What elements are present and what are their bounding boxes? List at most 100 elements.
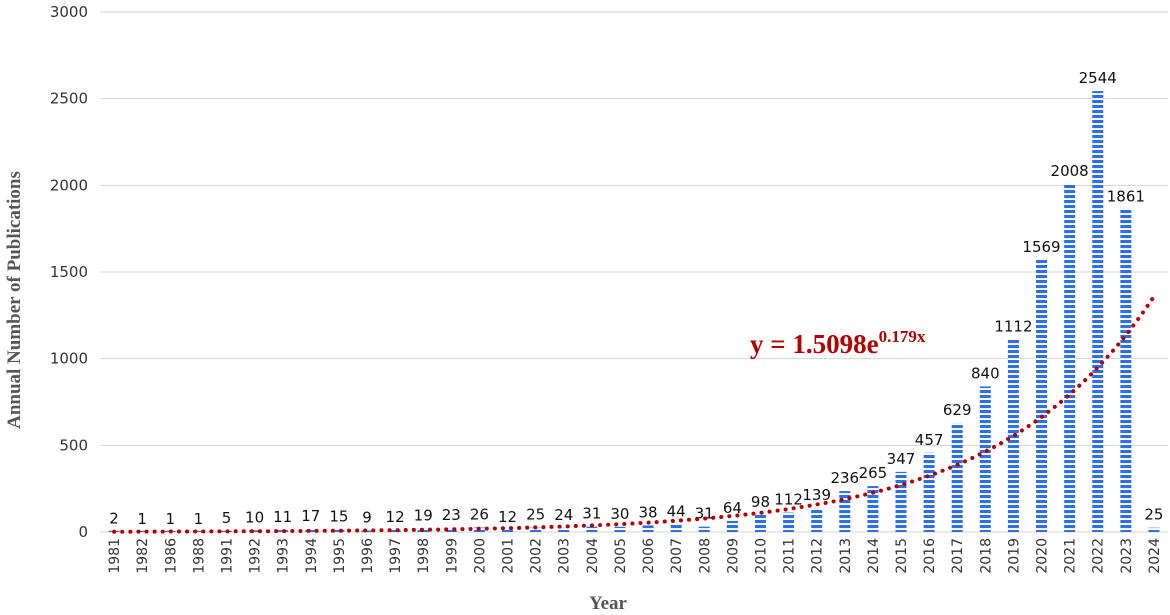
- bar: [951, 422, 963, 532]
- data-label: 17: [301, 507, 320, 525]
- data-label: 64: [723, 499, 742, 517]
- gridlines: [100, 11, 1168, 533]
- data-label: 139: [802, 486, 831, 504]
- data-label: 1: [137, 510, 147, 528]
- x-tick-label: 1986: [163, 538, 179, 574]
- bar: [811, 507, 823, 532]
- x-tick-label: 1993: [276, 538, 292, 574]
- bar: [586, 526, 598, 532]
- x-tick-label: 2002: [529, 538, 545, 574]
- bar: [1064, 183, 1076, 533]
- x-tick-label: 1988: [191, 538, 207, 574]
- data-label: 5: [222, 509, 232, 527]
- data-label: 457: [915, 431, 944, 449]
- x-tick-label: 1991: [219, 538, 235, 574]
- trendline: [112, 294, 1156, 534]
- x-tick-label: 1997: [388, 538, 404, 574]
- bar: [923, 452, 935, 532]
- y-tick-label: 3000: [50, 3, 88, 21]
- y-tick-label: 1500: [50, 263, 88, 281]
- data-label: 1: [165, 510, 175, 528]
- bar: [642, 525, 654, 532]
- data-label: 1: [194, 510, 204, 528]
- x-tick-label: 2022: [1091, 538, 1107, 574]
- x-tick-label: 2004: [585, 538, 601, 574]
- x-tick-label: 2011: [782, 538, 798, 574]
- data-label: 11: [273, 508, 292, 526]
- data-labels: 2 1 1 1 5 10 11 17 15 9 12 19 23 26 12 25 24 31 30 38 44 31 64…: [109, 69, 1163, 528]
- x-tick-label: 2017: [950, 538, 966, 574]
- bar: [389, 529, 401, 532]
- bar: [839, 491, 851, 532]
- x-tick-label: 2020: [1035, 538, 1051, 574]
- data-label: 2544: [1079, 69, 1117, 87]
- x-tick-label: 2008: [697, 538, 713, 574]
- bar: [867, 486, 879, 532]
- y-axis-ticks: 0 500 1000 1500 2000 2500 3000: [50, 3, 88, 541]
- x-tick-label: 2015: [894, 538, 910, 574]
- data-label: 629: [943, 401, 972, 419]
- x-tick-label: 2018: [978, 538, 994, 574]
- x-tick-label: 2005: [613, 538, 629, 574]
- bar: [1120, 209, 1132, 532]
- data-label: 347: [887, 450, 916, 468]
- bar: [895, 471, 907, 532]
- x-tick-label: 2003: [557, 538, 573, 574]
- data-label: 30: [610, 505, 629, 523]
- bar: [726, 520, 738, 532]
- x-tick-label: 2001: [501, 538, 517, 574]
- data-label: 9: [362, 508, 372, 526]
- data-label: 12: [386, 508, 405, 526]
- x-tick-label: 2010: [753, 538, 769, 574]
- trendline-curve: [112, 294, 1156, 534]
- x-tick-label: 1998: [416, 538, 432, 574]
- bar: [979, 386, 991, 532]
- bar: [614, 526, 626, 532]
- data-label: 840: [971, 364, 1000, 382]
- data-label: 24: [554, 506, 573, 524]
- x-tick-label: 2024: [1147, 538, 1163, 574]
- trendline-equation-main: y = 1.5098e: [750, 329, 879, 359]
- bar: [1092, 91, 1104, 532]
- data-label: 31: [582, 505, 601, 523]
- data-label: 31: [695, 505, 714, 523]
- data-label: 25: [1144, 506, 1163, 524]
- trendline-equation: y = 1.5098e0.179x: [750, 327, 926, 359]
- bar: [670, 524, 682, 532]
- bar: [1036, 260, 1048, 532]
- x-tick-label: 1996: [360, 538, 376, 574]
- data-label: 12: [498, 508, 517, 526]
- data-label: 1112: [994, 317, 1032, 335]
- x-tick-label: 2014: [866, 538, 882, 574]
- x-tick-label: 2016: [922, 538, 938, 574]
- x-tick-label: 2013: [838, 538, 854, 574]
- data-label: 10: [245, 508, 264, 526]
- data-label: 236: [830, 469, 859, 487]
- y-tick-label: 2500: [50, 90, 88, 108]
- bar: [502, 529, 514, 532]
- data-label: 2008: [1051, 162, 1089, 180]
- x-tick-label: 2000: [472, 538, 488, 574]
- data-label: 26: [470, 505, 489, 523]
- data-label: 112: [774, 491, 803, 509]
- y-tick-label: 1000: [50, 350, 88, 368]
- bar: [249, 530, 261, 532]
- bar: [530, 527, 542, 532]
- bar: [558, 527, 570, 532]
- data-label: 2: [109, 510, 119, 528]
- x-tick-label: 1995: [332, 538, 348, 574]
- x-tick-label: 2009: [725, 538, 741, 574]
- x-tick-label: 2012: [810, 538, 826, 574]
- bar: [698, 526, 710, 532]
- bars: [108, 91, 1160, 533]
- data-label: 15: [329, 507, 348, 525]
- data-label: 25: [526, 506, 545, 524]
- x-tick-label: 2019: [1006, 538, 1022, 574]
- x-tick-label: 1981: [107, 538, 123, 574]
- y-axis-title: Annual Number of Publications: [4, 171, 25, 429]
- data-label: 19: [414, 507, 433, 525]
- x-tick-label: 1994: [304, 538, 320, 574]
- x-tick-label: 2021: [1063, 538, 1079, 574]
